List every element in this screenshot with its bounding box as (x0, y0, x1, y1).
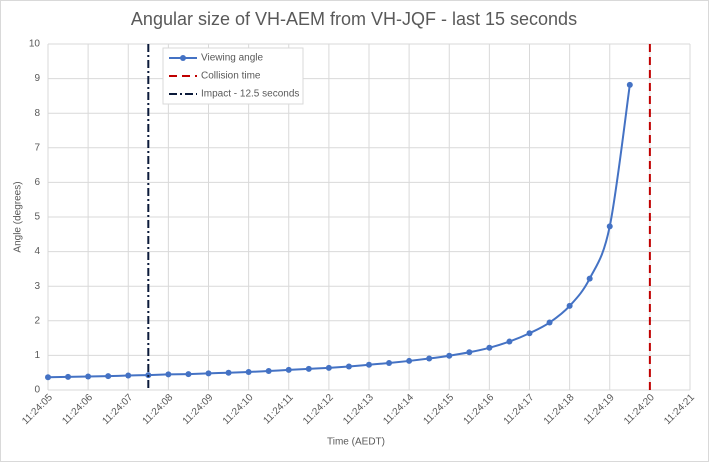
y-tick-label: 9 (34, 73, 40, 84)
y-tick-label: 6 (34, 177, 40, 188)
data-point (386, 360, 393, 367)
chart-title: Angular size of VH-AEM from VH-JQF - las… (131, 9, 577, 29)
data-point (626, 81, 633, 88)
data-point (305, 365, 312, 372)
data-point (325, 364, 332, 371)
data-point (566, 302, 573, 309)
data-point (165, 371, 172, 378)
data-point (366, 361, 372, 368)
data-point (125, 372, 132, 379)
data-point (345, 363, 352, 370)
y-tick-label: 10 (29, 39, 41, 50)
data-point (506, 338, 513, 345)
data-point (205, 370, 212, 377)
legend-label: Viewing angle (201, 53, 264, 64)
y-tick-label: 0 (34, 385, 40, 396)
data-point (225, 369, 232, 376)
data-point (406, 357, 413, 364)
y-tick-label: 8 (34, 108, 40, 119)
y-tick-label: 2 (34, 315, 40, 326)
data-point (546, 319, 553, 326)
x-axis-label: Time (AEDT) (327, 437, 385, 448)
data-point (285, 366, 292, 373)
y-tick-label: 4 (34, 246, 40, 257)
legend-label: Impact - 12.5 seconds (201, 89, 299, 100)
data-point (105, 373, 112, 380)
legend-label: Collision time (201, 71, 261, 82)
y-tick-label: 1 (34, 350, 40, 361)
data-point (185, 371, 192, 378)
legend-marker (180, 55, 186, 61)
y-tick-label: 3 (34, 281, 40, 292)
data-point (486, 344, 493, 351)
data-point (85, 373, 92, 380)
data-point (586, 275, 593, 282)
y-tick-label: 7 (34, 142, 40, 153)
data-point (245, 369, 252, 376)
data-point (446, 352, 453, 359)
data-point (265, 367, 272, 374)
data-point (426, 355, 433, 362)
y-tick-label: 5 (34, 212, 40, 223)
data-point (606, 223, 613, 230)
y-axis-label: Angle (degrees) (13, 181, 24, 252)
data-point (466, 349, 473, 356)
data-point (65, 373, 72, 380)
data-point (526, 330, 533, 337)
data-point (45, 374, 51, 381)
